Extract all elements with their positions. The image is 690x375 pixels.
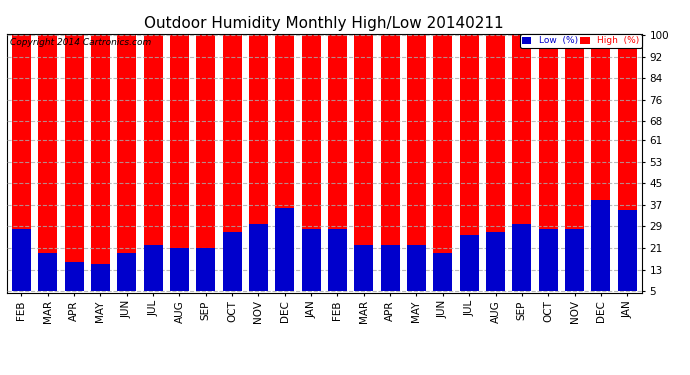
Bar [117, 254, 136, 291]
Bar [433, 254, 453, 291]
Bar [355, 35, 373, 291]
Title: Outdoor Humidity Monthly High/Low 20140211: Outdoor Humidity Monthly High/Low 201402… [144, 16, 504, 31]
Bar [275, 208, 294, 291]
Bar [618, 210, 637, 291]
Bar [591, 200, 611, 291]
Bar [486, 232, 505, 291]
Legend: Low  (%), High  (%): Low (%), High (%) [520, 34, 642, 48]
Bar [486, 35, 505, 291]
Bar [460, 234, 479, 291]
Bar [328, 35, 347, 291]
Bar [91, 35, 110, 291]
Bar [223, 35, 241, 291]
Bar [302, 35, 321, 291]
Bar [513, 224, 531, 291]
Text: Copyright 2014 Cartronics.com: Copyright 2014 Cartronics.com [10, 38, 151, 46]
Bar [91, 264, 110, 291]
Bar [38, 254, 57, 291]
Bar [433, 35, 453, 291]
Bar [38, 35, 57, 291]
Bar [539, 229, 558, 291]
Bar [618, 35, 637, 291]
Bar [539, 35, 558, 291]
Bar [249, 35, 268, 291]
Bar [565, 35, 584, 291]
Bar [565, 229, 584, 291]
Bar [381, 35, 400, 291]
Bar [513, 35, 531, 291]
Bar [196, 35, 215, 291]
Bar [65, 35, 83, 291]
Bar [275, 35, 294, 291]
Bar [223, 232, 241, 291]
Bar [355, 245, 373, 291]
Bar [144, 245, 163, 291]
Bar [591, 35, 611, 291]
Bar [144, 35, 163, 291]
Bar [170, 248, 189, 291]
Bar [407, 245, 426, 291]
Bar [381, 245, 400, 291]
Bar [12, 35, 31, 291]
Bar [249, 224, 268, 291]
Bar [407, 35, 426, 291]
Bar [170, 35, 189, 291]
Bar [117, 35, 136, 291]
Bar [65, 261, 83, 291]
Bar [196, 248, 215, 291]
Bar [12, 229, 31, 291]
Bar [328, 229, 347, 291]
Bar [460, 35, 479, 291]
Bar [302, 229, 321, 291]
